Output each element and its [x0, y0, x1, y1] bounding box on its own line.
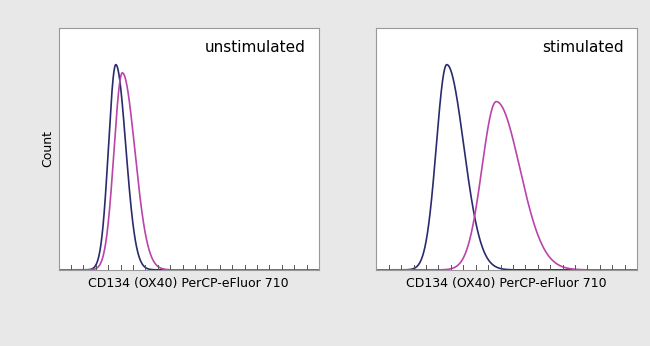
Text: stimulated: stimulated: [542, 40, 624, 55]
Y-axis label: Count: Count: [42, 130, 55, 167]
X-axis label: CD134 (OX40) PerCP-eFluor 710: CD134 (OX40) PerCP-eFluor 710: [406, 277, 607, 290]
X-axis label: CD134 (OX40) PerCP-eFluor 710: CD134 (OX40) PerCP-eFluor 710: [88, 277, 289, 290]
Text: unstimulated: unstimulated: [205, 40, 306, 55]
